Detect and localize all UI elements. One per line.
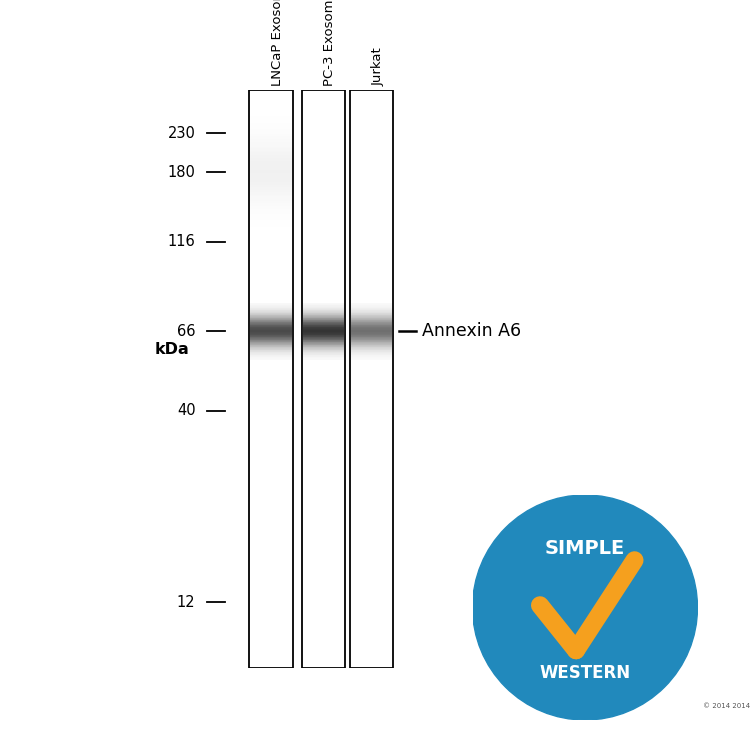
Bar (250, 178, 292, 180)
Bar (250, 176, 292, 177)
Bar (250, 221, 292, 223)
Bar (250, 183, 292, 184)
Bar (250, 142, 292, 144)
Bar (250, 225, 292, 226)
Bar (250, 180, 292, 182)
Bar (250, 155, 292, 157)
Bar (250, 203, 292, 205)
Bar (250, 182, 292, 183)
Bar (250, 196, 292, 198)
Bar (250, 205, 292, 206)
Bar (250, 209, 292, 211)
Bar (250, 135, 292, 136)
Bar (250, 147, 292, 148)
Bar (250, 189, 292, 190)
Bar (250, 151, 292, 152)
Bar (250, 224, 292, 225)
Bar (250, 217, 292, 218)
Bar (249, 90, 292, 668)
Bar (250, 136, 292, 138)
Bar (250, 190, 292, 192)
Bar (250, 212, 292, 214)
Bar (250, 141, 292, 142)
Bar (250, 130, 292, 132)
Bar (250, 220, 292, 221)
Bar (250, 215, 292, 217)
Bar (250, 202, 292, 203)
Bar (350, 90, 394, 668)
Bar (250, 160, 292, 161)
Text: SIMPLE: SIMPLE (544, 539, 626, 559)
Bar (250, 152, 292, 154)
Bar (250, 121, 292, 122)
Bar (250, 167, 292, 169)
Bar (250, 170, 292, 172)
Bar (250, 132, 292, 134)
Bar (250, 186, 292, 188)
Bar (302, 90, 345, 668)
Bar (250, 200, 292, 202)
Bar (250, 194, 292, 195)
Bar (250, 149, 292, 151)
Bar (250, 192, 292, 194)
Bar (250, 122, 292, 123)
Bar (250, 129, 292, 130)
Bar (250, 174, 292, 176)
Bar (250, 208, 292, 209)
Bar (250, 214, 292, 215)
Bar (250, 146, 292, 147)
Bar (250, 172, 292, 174)
Bar (250, 163, 292, 164)
Bar (250, 199, 292, 200)
Bar (250, 206, 292, 208)
Bar (250, 177, 292, 178)
Bar (250, 140, 292, 141)
Circle shape (472, 495, 698, 720)
Text: 230: 230 (167, 126, 196, 141)
Bar (250, 161, 292, 163)
Bar (250, 188, 292, 189)
Text: © 2014 2014: © 2014 2014 (704, 704, 750, 710)
Bar (250, 123, 292, 124)
Bar (250, 118, 292, 119)
Text: 40: 40 (177, 404, 196, 418)
Bar (250, 158, 292, 160)
Text: Annexin A6: Annexin A6 (422, 322, 521, 340)
Bar (250, 154, 292, 155)
Text: PC-3 Exosome: PC-3 Exosome (323, 0, 336, 86)
Bar (250, 223, 292, 224)
Bar (250, 124, 292, 126)
Bar (250, 126, 292, 128)
Text: 12: 12 (177, 595, 196, 610)
Bar (250, 157, 292, 158)
Bar (250, 134, 292, 135)
Bar (250, 164, 292, 166)
Bar (250, 211, 292, 212)
Bar (250, 218, 292, 220)
Bar (250, 195, 292, 196)
Bar (250, 138, 292, 140)
Text: 116: 116 (168, 235, 196, 250)
Text: Jurkat: Jurkat (371, 47, 385, 86)
Text: WESTERN: WESTERN (539, 664, 631, 682)
Bar (250, 166, 292, 167)
Bar (250, 116, 292, 118)
Bar (250, 184, 292, 186)
Text: 180: 180 (167, 165, 196, 180)
Bar (250, 119, 292, 121)
Bar (250, 169, 292, 170)
Bar (250, 128, 292, 129)
Bar (250, 144, 292, 146)
Text: LNCaP Exosome: LNCaP Exosome (271, 0, 284, 86)
Bar (250, 148, 292, 149)
Text: kDa: kDa (154, 342, 190, 357)
Bar (250, 198, 292, 199)
Text: 66: 66 (177, 324, 196, 339)
